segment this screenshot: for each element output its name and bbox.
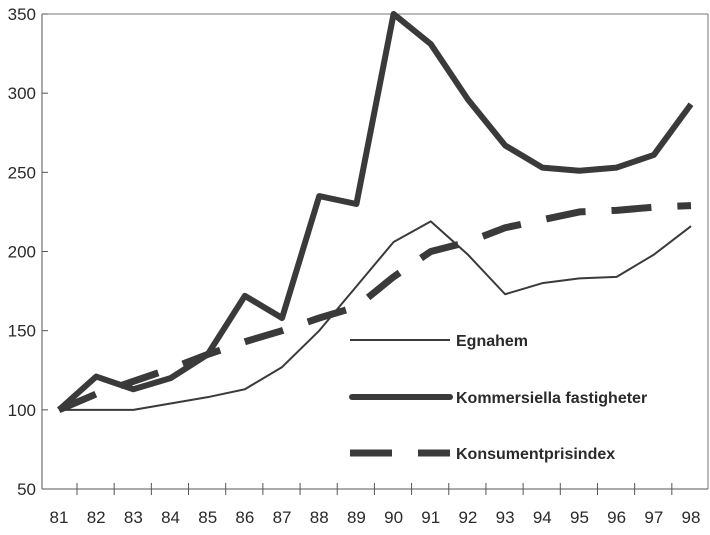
y-tick-label: 300 — [8, 84, 36, 103]
x-tick-label: 88 — [310, 508, 329, 527]
y-tick-label: 50 — [17, 480, 36, 499]
x-tick-label: 98 — [682, 508, 701, 527]
x-tick-label: 93 — [496, 508, 515, 527]
x-tick-label: 82 — [87, 508, 106, 527]
x-tick-label: 95 — [570, 508, 589, 527]
legend-label-kommersiella: Kommersiella fastigheter — [456, 390, 647, 407]
legend-label-egnahem: Egnahem — [456, 333, 528, 350]
y-tick-label: 200 — [8, 243, 36, 262]
legend-label-kpi: Konsumentprisindex — [456, 446, 615, 463]
x-tick-label: 92 — [458, 508, 477, 527]
x-tick-label: 85 — [198, 508, 217, 527]
x-tick-label: 83 — [124, 508, 143, 527]
series-line-2 — [59, 206, 691, 410]
y-tick-label: 250 — [8, 163, 36, 182]
y-tick-label: 100 — [8, 401, 36, 420]
x-tick-label: 94 — [533, 508, 552, 527]
x-tick-label: 90 — [384, 508, 403, 527]
x-tick-label: 84 — [161, 508, 180, 527]
x-tick-label: 87 — [273, 508, 292, 527]
y-tick-label: 150 — [8, 322, 36, 341]
x-tick-label: 81 — [50, 508, 69, 527]
x-tick-label: 96 — [607, 508, 626, 527]
x-tick-label: 91 — [421, 508, 440, 527]
series-line-1 — [59, 14, 691, 410]
x-tick-label: 89 — [347, 508, 366, 527]
x-tick-label: 97 — [644, 508, 663, 527]
y-tick-label: 350 — [8, 5, 36, 24]
x-tick-label: 86 — [235, 508, 254, 527]
